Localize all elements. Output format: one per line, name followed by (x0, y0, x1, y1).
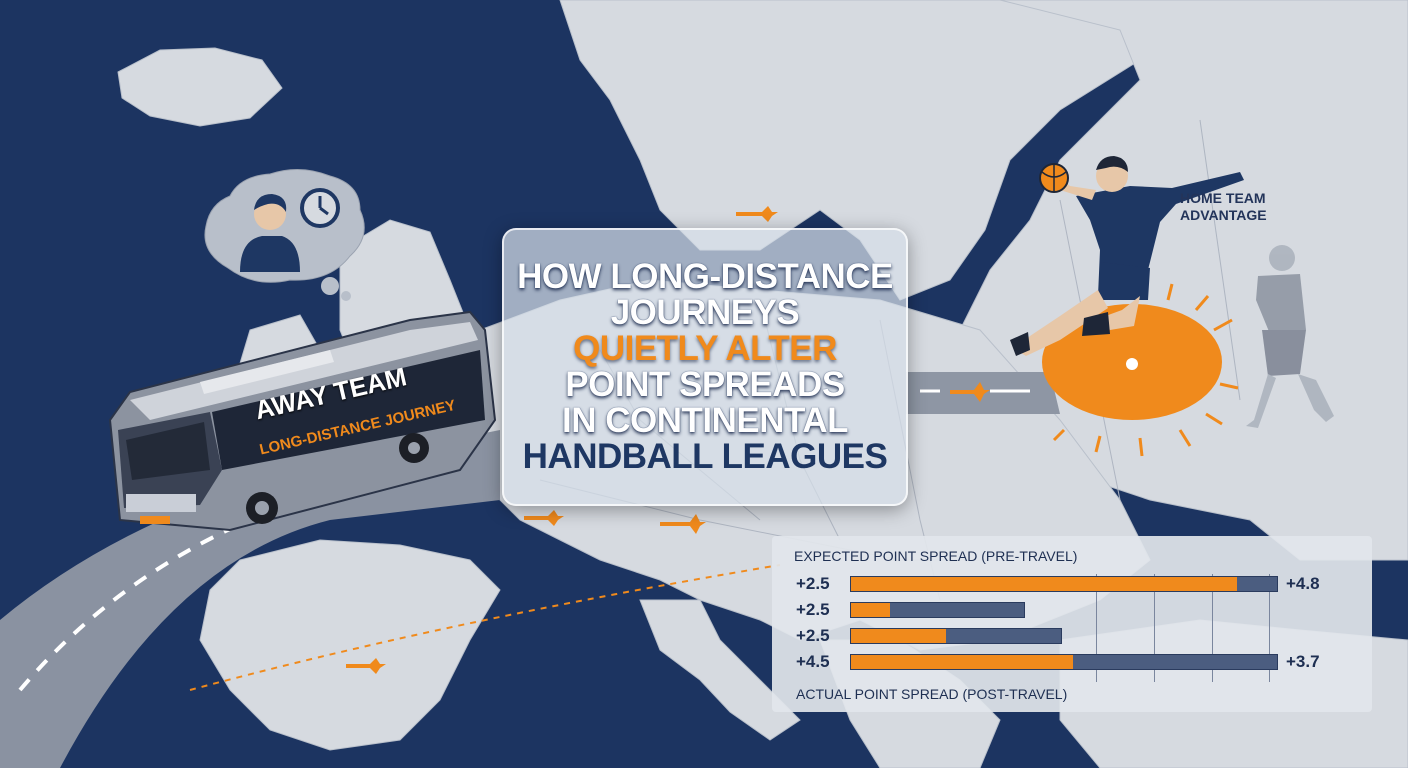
chart-grid-line (1096, 574, 1098, 682)
chart-bar (851, 655, 1073, 669)
chart-bar-track (850, 628, 1063, 644)
airplane-icon (736, 206, 778, 222)
flight-route (189, 564, 781, 691)
chart-bar (851, 629, 946, 643)
chart-bar-track (850, 576, 1278, 592)
title-line-1: HOW LONG-DISTANCE (517, 257, 893, 296)
airplane-icon (346, 658, 386, 674)
title-line-4: POINT SPREADS (565, 365, 845, 404)
title-panel: HOW LONG-DISTANCE JOURNEYS QUIETLY ALTER… (502, 228, 908, 506)
home-team-label: HOME TEAM ADVANTAGE (1180, 190, 1290, 224)
chart-bottom-caption: ACTUAL POINT SPREAD (POST-TRAVEL) (796, 686, 1068, 702)
chart-bar (851, 577, 1238, 591)
airplane-icon (950, 382, 990, 402)
chart-grid-line (1211, 574, 1213, 682)
chart-row-label: +2.5 (796, 600, 830, 619)
defender-player (1246, 245, 1334, 428)
point-spread-chart: EXPECTED POINT SPREAD (PRE-TRAVEL) +2.5 +… (772, 536, 1372, 712)
chart-bar-track (850, 654, 1278, 670)
airplane-icon (524, 510, 564, 526)
chart-bar (851, 603, 891, 617)
home-label-line-2: ADVANTAGE (1180, 207, 1267, 223)
airplane-icon (660, 514, 706, 534)
clock-icon (300, 188, 340, 228)
handball-icon (1039, 163, 1069, 193)
bus (108, 310, 497, 532)
title-line-6: HANDBALL LEAGUES (522, 437, 888, 476)
chart-grid-line (1153, 574, 1155, 682)
chart-grid-line (1269, 574, 1271, 682)
home-label-line-1: HOME TEAM (1180, 190, 1266, 206)
chart-row-label: +2.5 (796, 626, 830, 645)
handball-player (1010, 156, 1244, 356)
chart-row-end-label: +4.8 (1286, 574, 1320, 593)
chart-bar-track (850, 602, 1025, 618)
chart-row-label: +4.5 (796, 652, 830, 671)
title-line-2: JOURNEYS (610, 293, 800, 332)
chart-row-label: +2.5 (796, 574, 830, 593)
title-line-3: QUIETLY ALTER (573, 329, 837, 368)
title-line-5: IN CONTINENTAL (562, 401, 848, 440)
chart-top-caption: EXPECTED POINT SPREAD (PRE-TRAVEL) (794, 548, 1078, 564)
chart-row-end-label: +3.7 (1286, 652, 1320, 671)
